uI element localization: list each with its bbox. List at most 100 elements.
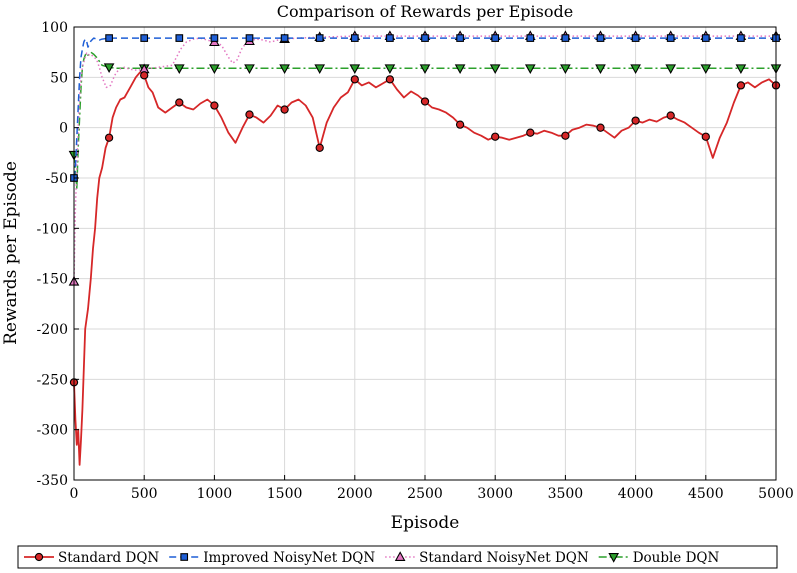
data-point	[421, 34, 429, 42]
data-point	[737, 34, 745, 42]
data-point	[245, 34, 254, 42]
data-point	[736, 81, 746, 90]
y-tick-label: 100	[41, 20, 68, 36]
legend-label: Standard NoisyNet DQN	[419, 550, 589, 566]
legend-label: Improved NoisyNet DQN	[203, 550, 375, 566]
y-tick-label: 0	[59, 121, 68, 137]
data-point	[456, 34, 464, 42]
data-point	[140, 34, 149, 42]
y-axis: -350 -300 -250 -200 -150 -100 -50 0 50 100	[37, 20, 79, 489]
x-tick-label: 500	[131, 486, 158, 502]
legend-item: Double DQN	[598, 550, 720, 566]
data-point	[280, 105, 289, 114]
data-point	[666, 111, 675, 120]
data-point	[561, 131, 570, 140]
data-point	[701, 132, 710, 141]
series-layer	[68, 30, 782, 466]
data-point	[489, 64, 501, 75]
y-tick-label: -350	[37, 473, 68, 489]
data-point	[314, 64, 326, 75]
data-point	[349, 64, 361, 75]
legend-marker	[34, 552, 44, 562]
data-point	[315, 143, 324, 152]
data-point	[491, 132, 500, 141]
y-tick-label: -100	[37, 221, 68, 237]
data-point	[735, 64, 747, 75]
data-point	[173, 64, 185, 75]
data-point	[454, 64, 466, 75]
x-tick-label: 2000	[337, 486, 373, 502]
x-tick-label: 3500	[548, 486, 584, 502]
data-point	[631, 34, 640, 42]
y-tick-label: -300	[37, 423, 68, 439]
x-tick-label: 1500	[267, 486, 303, 502]
legend-marker	[180, 553, 189, 561]
data-point	[595, 64, 606, 75]
series-line	[73, 37, 776, 179]
x-tick-label: 4000	[618, 486, 654, 502]
data-point	[209, 64, 220, 75]
data-point	[666, 34, 675, 42]
x-tick-label: 2500	[407, 486, 443, 502]
data-point	[104, 133, 114, 142]
data-point	[700, 64, 712, 75]
chart-title: Comparison of Rewards per Episode	[277, 2, 573, 21]
data-point	[701, 34, 710, 42]
data-point	[491, 34, 500, 42]
data-point	[385, 75, 395, 84]
data-point	[279, 64, 290, 75]
data-point	[630, 64, 641, 75]
legend-item: Standard NoisyNet DQN	[385, 550, 589, 566]
data-point	[596, 123, 605, 132]
legend-marker	[608, 553, 620, 563]
data-point	[103, 63, 115, 74]
data-point	[665, 64, 677, 75]
data-point	[631, 116, 640, 125]
x-tick-label: 5000	[758, 486, 794, 502]
y-axis-title: Rewards per Episode	[1, 161, 21, 345]
legend-label: Standard DQN	[58, 550, 159, 566]
data-point	[350, 75, 359, 84]
y-tick-label: -50	[45, 171, 68, 187]
y-tick-label: -250	[37, 372, 68, 388]
data-point	[175, 98, 184, 107]
legend-label: Double DQN	[633, 550, 720, 566]
data-point	[386, 34, 394, 42]
data-point	[245, 110, 254, 119]
x-tick-label: 3000	[477, 486, 513, 502]
data-point	[315, 34, 324, 42]
data-point	[526, 128, 535, 137]
data-point	[210, 101, 219, 110]
data-point	[244, 64, 255, 75]
data-point	[350, 34, 359, 42]
series-standard-dqn	[69, 71, 781, 466]
data-point	[420, 97, 430, 106]
x-tick-label: 1000	[197, 486, 233, 502]
legend: Standard DQN Improved NoisyNet DQN Standar…	[17, 545, 778, 569]
data-point	[560, 64, 571, 75]
x-axis: 0 500 1000 1500 2000 2500 3000 3500 4000 4500 5000	[70, 475, 794, 502]
y-tick-label: -150	[37, 272, 68, 288]
data-point	[524, 64, 536, 75]
legend-marker	[394, 551, 406, 561]
series-line	[73, 51, 776, 189]
y-tick-label: -200	[37, 322, 68, 338]
data-point	[419, 64, 431, 75]
data-point	[596, 34, 605, 42]
x-tick-label: 0	[70, 486, 79, 502]
data-point	[455, 120, 465, 129]
legend-item: Improved NoisyNet DQN	[169, 550, 375, 566]
x-tick-label: 4500	[688, 486, 724, 502]
x-axis-title: Episode	[391, 513, 460, 533]
data-point	[105, 34, 113, 42]
data-point	[384, 64, 396, 75]
y-tick-label: 50	[50, 70, 68, 86]
data-point	[210, 34, 219, 42]
series-improved-noisynet-dqn	[70, 34, 780, 182]
data-point	[561, 34, 570, 42]
data-point	[526, 34, 535, 42]
legend-item: Standard DQN	[24, 550, 159, 566]
data-point	[175, 34, 184, 42]
data-point	[140, 71, 149, 80]
